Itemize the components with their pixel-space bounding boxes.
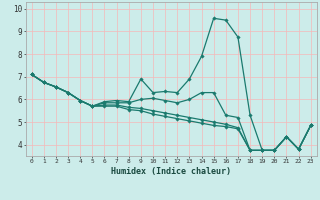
X-axis label: Humidex (Indice chaleur): Humidex (Indice chaleur) [111,167,231,176]
